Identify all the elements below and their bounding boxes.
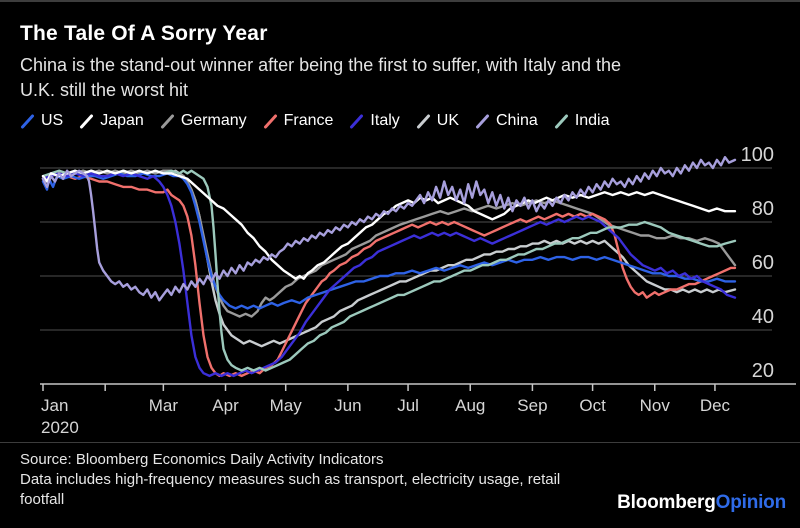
legend-label-india: India — [574, 112, 610, 129]
x-label-jan: Jan — [41, 396, 68, 415]
x-label-oct: Oct — [579, 396, 606, 415]
y-label-80: 80 — [752, 198, 774, 220]
top-divider — [0, 0, 800, 2]
source-line2: Data includes high-frequency measures su… — [20, 471, 561, 488]
x-label-jun: Jun — [334, 396, 361, 415]
legend-item-china: China — [475, 112, 538, 130]
legend-label-japan: Japan — [100, 112, 144, 129]
x-label-may: May — [270, 396, 303, 415]
legend-swatch-france-icon — [263, 114, 277, 128]
legend-label-germany: Germany — [180, 112, 247, 129]
legend-swatch-india-icon — [554, 114, 568, 128]
legend-swatch-japan-icon — [80, 114, 94, 128]
line-japan — [41, 169, 737, 280]
chart-title: The Tale Of A Sorry Year — [20, 22, 268, 45]
chart-subtitle-line1: China is the stand-out winner after bein… — [20, 55, 622, 75]
source-line3: footfall — [20, 491, 65, 508]
line-italy — [41, 172, 737, 378]
legend-item-italy: Italy — [349, 112, 400, 130]
x-label-mar: Mar — [149, 396, 179, 415]
legend-label-france: France — [283, 112, 334, 129]
brand-bloomberg: Bloomberg — [617, 492, 716, 513]
x-label-jul: Jul — [397, 396, 419, 415]
legend-swatch-italy-icon — [350, 114, 364, 128]
line-china — [41, 155, 737, 302]
source-line1: Source: Bloomberg Economics Daily Activi… — [20, 451, 384, 468]
legend-item-france: France — [263, 112, 334, 130]
legend-label-china: China — [496, 112, 538, 129]
legend-item-japan: Japan — [79, 112, 144, 130]
x-label-dec: Dec — [700, 396, 731, 415]
line-germany — [41, 169, 737, 318]
y-label-40: 40 — [752, 306, 774, 328]
y-label-60: 60 — [752, 252, 774, 274]
legend-item-uk: UK — [416, 112, 459, 130]
line-france — [41, 172, 737, 378]
legend-swatch-germany-icon — [160, 114, 174, 128]
legend: US Japan Germany France Italy UK China India — [20, 112, 610, 130]
legend-label-italy: Italy — [370, 112, 400, 129]
x-label-sep: Sep — [517, 396, 547, 415]
line-india — [41, 169, 737, 372]
source-note: Source: Bloomberg Economics Daily Activi… — [20, 450, 560, 510]
legend-label-uk: UK — [436, 112, 459, 129]
legend-swatch-china-icon — [476, 114, 489, 128]
line-uk — [41, 169, 737, 348]
legend-item-germany: Germany — [160, 112, 247, 130]
x-label-apr: Apr — [212, 396, 239, 415]
chart-subtitle-line2: U.K. still the worst hit — [20, 80, 189, 100]
y-label-100: 100 — [741, 144, 774, 166]
bloomberg-opinion-logo: BloombergOpinion — [617, 492, 786, 514]
legend-item-india: India — [554, 112, 610, 130]
y-label-20: 20 — [752, 360, 774, 382]
chart-subtitle: China is the stand-out winner after bein… — [20, 53, 621, 103]
x-label-aug: Aug — [455, 396, 485, 415]
x-label-nov: Nov — [640, 396, 671, 415]
footer-divider — [0, 442, 800, 443]
brand-opinion: Opinion — [715, 492, 787, 513]
legend-swatch-uk-icon — [416, 114, 430, 128]
x-label-year: 2020 — [41, 418, 79, 437]
legend-item-us: US — [20, 112, 63, 130]
legend-swatch-us-icon — [21, 114, 34, 128]
legend-label-us: US — [41, 112, 64, 129]
